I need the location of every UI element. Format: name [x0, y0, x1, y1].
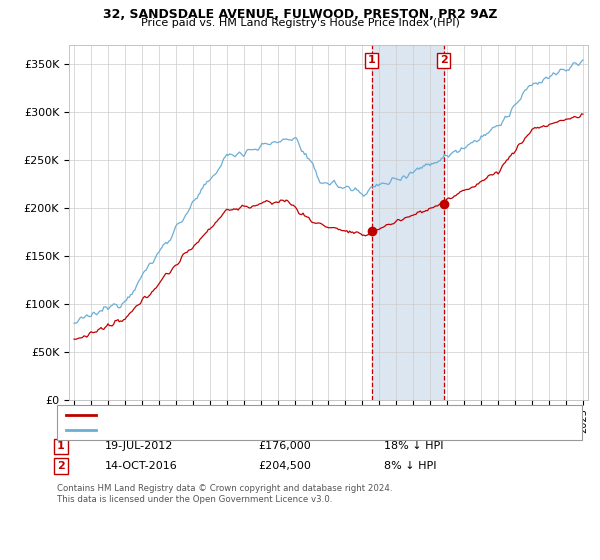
- Text: 18% ↓ HPI: 18% ↓ HPI: [384, 441, 443, 451]
- Text: Contains HM Land Registry data © Crown copyright and database right 2024.
This d: Contains HM Land Registry data © Crown c…: [57, 484, 392, 504]
- Text: 32, SANDSDALE AVENUE, FULWOOD, PRESTON, PR2 9AZ (detached house): 32, SANDSDALE AVENUE, FULWOOD, PRESTON, …: [103, 409, 469, 419]
- Text: 2: 2: [440, 55, 448, 66]
- Text: Price paid vs. HM Land Registry's House Price Index (HPI): Price paid vs. HM Land Registry's House …: [140, 18, 460, 29]
- Text: 2: 2: [57, 461, 65, 471]
- Text: 8% ↓ HPI: 8% ↓ HPI: [384, 461, 437, 471]
- Text: 1: 1: [368, 55, 376, 66]
- Text: 32, SANDSDALE AVENUE, FULWOOD, PRESTON, PR2 9AZ: 32, SANDSDALE AVENUE, FULWOOD, PRESTON, …: [103, 8, 497, 21]
- Text: £204,500: £204,500: [258, 461, 311, 471]
- Text: £176,000: £176,000: [258, 441, 311, 451]
- Text: 1: 1: [57, 441, 65, 451]
- Text: 19-JUL-2012: 19-JUL-2012: [105, 441, 173, 451]
- Text: HPI: Average price, detached house, Preston: HPI: Average price, detached house, Pres…: [103, 425, 321, 435]
- Text: 14-OCT-2016: 14-OCT-2016: [105, 461, 178, 471]
- Bar: [371, 45, 443, 400]
